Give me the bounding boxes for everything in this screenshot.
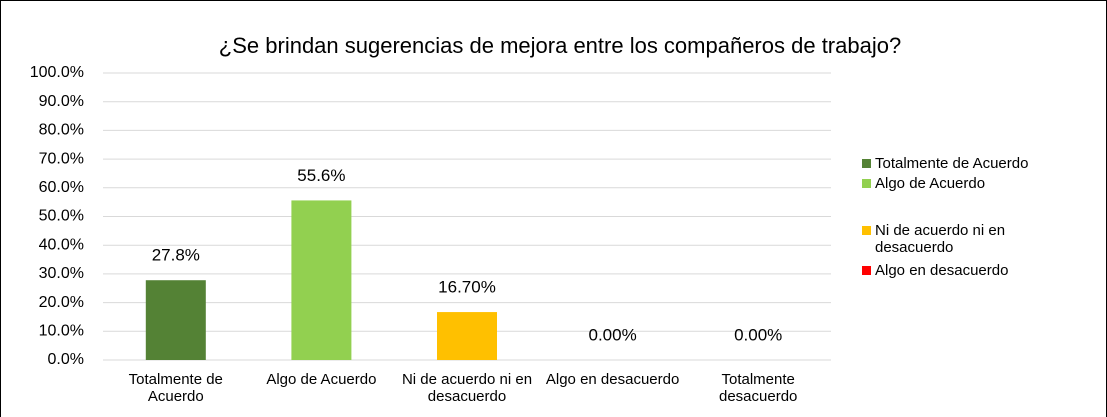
chart-title: ¿Se brindan sugerencias de mejora entre … [219, 33, 901, 58]
y-tick-label: 20.0% [39, 294, 84, 311]
legend-item: Algo de Acuerdo [862, 175, 1085, 192]
y-tick-label: 100.0% [30, 64, 84, 81]
y-tick-label: 80.0% [39, 122, 84, 139]
legend-swatch [862, 159, 871, 168]
y-tick-label: 90.0% [39, 93, 84, 110]
y-tick-label: 30.0% [39, 265, 84, 282]
y-tick-label: 50.0% [39, 208, 84, 225]
data-label: 27.8% [152, 246, 200, 265]
x-tick-label: Algo de Acuerdo [266, 371, 377, 388]
bar [437, 312, 497, 360]
data-label: 55.6% [297, 166, 345, 185]
y-tick-label: 60.0% [39, 179, 84, 196]
legend-item: Totalmente de Acuerdo [862, 155, 1085, 172]
legend-swatch [862, 266, 871, 275]
y-tick-label: 10.0% [39, 323, 84, 340]
legend-item: Algo en desacuerdo [862, 262, 1085, 279]
x-tick-label: Totalmente desacuerdo [718, 371, 798, 405]
legend-swatch [862, 179, 871, 188]
bar [145, 280, 206, 360]
data-label: 0.00% [734, 325, 782, 344]
y-tick-label: 0.0% [48, 351, 84, 368]
data-label: 16.70% [438, 278, 496, 297]
data-label: 0.00% [588, 325, 636, 344]
x-tick-label: Totalmente de Acuerdo [128, 371, 223, 405]
x-tick-label: Algo en desacuerdo [545, 371, 680, 388]
y-tick-label: 40.0% [39, 236, 84, 253]
bar [291, 200, 352, 360]
legend-item: Ni de acuerdo ni en desacuerdo [862, 222, 1085, 256]
y-tick-label: 70.0% [39, 150, 84, 167]
legend-swatch [862, 226, 871, 235]
x-tick-label: Ni de acuerdo ni en desacuerdo [401, 371, 533, 405]
